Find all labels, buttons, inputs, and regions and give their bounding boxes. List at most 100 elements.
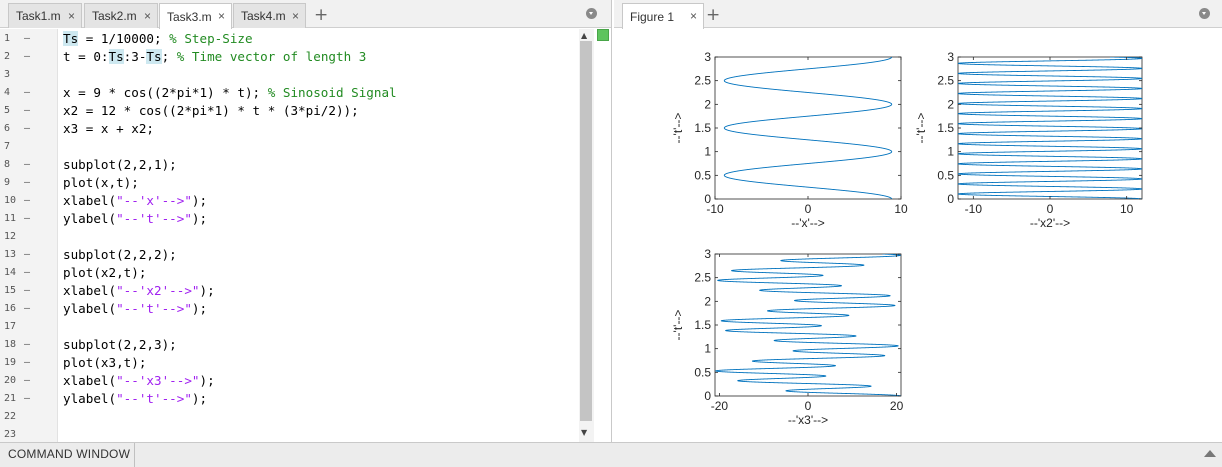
- breakpoint-marker[interactable]: —: [24, 213, 31, 224]
- code-token: plot(x3,t);: [63, 355, 147, 370]
- code-line[interactable]: x = 9 * cos((2*pi*1) * t); % Sinosoid Si…: [63, 84, 397, 102]
- line-number-text: 14: [4, 267, 17, 278]
- code-token: );: [199, 373, 215, 388]
- breakpoint-marker[interactable]: —: [24, 267, 31, 278]
- breakpoint-marker[interactable]: —: [24, 393, 31, 404]
- code-line[interactable]: plot(x3,t);: [63, 354, 146, 372]
- breakpoint-marker[interactable]: —: [24, 339, 31, 350]
- code-line[interactable]: plot(x,t);: [63, 174, 139, 192]
- breakpoint-marker[interactable]: —: [24, 357, 31, 368]
- code-line[interactable]: plot(x2,t);: [63, 264, 146, 282]
- line-number-text: 16: [4, 303, 17, 314]
- code-line[interactable]: t = 0:Ts:3-Ts; % Time vector of length 3: [63, 48, 366, 66]
- code-line[interactable]: ylabel("--'t'-->");: [63, 210, 207, 228]
- scroll-thumb[interactable]: [580, 41, 592, 421]
- scroll-up-icon[interactable]: ▲: [581, 31, 588, 40]
- code-token: ylabel(: [63, 211, 117, 226]
- x-tick-label: 0: [805, 202, 812, 216]
- breakpoint-marker[interactable]: —: [24, 285, 31, 296]
- line-number: 8—: [0, 156, 58, 174]
- y-tick-label: 0: [704, 389, 711, 403]
- code-area[interactable]: Ts = 1/10000; % Step-Size t = 0:Ts:3-Ts; …: [63, 29, 573, 442]
- line-number: 5—: [0, 102, 58, 120]
- y-tick-label: 0: [947, 192, 954, 206]
- code-token: x3 = x + x2;: [63, 121, 154, 136]
- tab-task2[interactable]: Task2.m ×: [84, 3, 158, 28]
- close-icon[interactable]: ×: [143, 9, 151, 23]
- code-string: "--'x2'-->": [116, 283, 200, 298]
- breakpoint-marker[interactable]: —: [24, 375, 31, 386]
- code-line[interactable]: ylabel("--'t'-->");: [63, 390, 207, 408]
- close-icon[interactable]: ×: [689, 9, 697, 23]
- y-tick-label: 1.5: [937, 121, 954, 135]
- code-line[interactable]: x2 = 12 * cos((2*pi*1) * t * (3*pi/2));: [63, 102, 359, 120]
- line-number: 7: [0, 138, 58, 156]
- figure-canvas[interactable]: -10 0 1000.511.522.53--'x'-->--'t'-->-10 0 1…: [614, 0, 1222, 442]
- breakpoint-marker[interactable]: —: [24, 249, 31, 260]
- y-tick-label: 2: [704, 294, 711, 308]
- panel-menu-icon[interactable]: [1199, 8, 1210, 19]
- close-icon[interactable]: ×: [217, 9, 225, 23]
- variable-highlight: Ts: [146, 49, 162, 64]
- code-token: );: [191, 193, 208, 208]
- plot-line: [723, 57, 893, 199]
- tab-task4[interactable]: Task4.m ×: [233, 3, 306, 28]
- code-token: xlabel(: [63, 373, 117, 388]
- line-number: 2—: [0, 48, 58, 66]
- breakpoint-marker[interactable]: —: [24, 51, 31, 62]
- code-string: "--'x'-->": [116, 193, 192, 208]
- y-tick-label: 2.5: [694, 271, 711, 285]
- code-line[interactable]: ylabel("--'t'-->");: [63, 300, 207, 318]
- command-window-bar[interactable]: COMMAND WINDOW: [0, 442, 1222, 467]
- code-token: plot(x2,t);: [63, 265, 147, 280]
- code-line[interactable]: x3 = x + x2;: [63, 120, 154, 138]
- code-line[interactable]: Ts = 1/10000; % Step-Size: [63, 30, 253, 48]
- tab-figure-1[interactable]: Figure 1 ×: [622, 3, 704, 29]
- breakpoint-marker[interactable]: —: [24, 159, 31, 170]
- scroll-down-icon[interactable]: ▼: [581, 428, 588, 437]
- code-analyzer-status-indicator[interactable]: [597, 29, 609, 41]
- breakpoint-marker[interactable]: —: [24, 105, 31, 116]
- y-tick-label: 0: [704, 192, 711, 206]
- breakpoint-marker[interactable]: —: [24, 87, 31, 98]
- code-line[interactable]: subplot(2,2,3);: [63, 336, 177, 354]
- close-icon[interactable]: ×: [291, 9, 299, 23]
- x-tick-label: -10: [965, 202, 983, 216]
- code-token: );: [191, 211, 208, 226]
- close-icon[interactable]: ×: [67, 9, 75, 23]
- tab-label: Task1.m: [16, 9, 61, 23]
- breakpoint-marker[interactable]: —: [24, 123, 31, 134]
- breakpoint-marker[interactable]: —: [24, 177, 31, 188]
- code-token: ylabel(: [63, 301, 117, 316]
- code-line[interactable]: subplot(2,2,2);: [63, 246, 177, 264]
- subplot-2[interactable]: -10 0 10 0 0.5 1 1.5 2 2.5 3 --'x2'--> --'t'-->: [914, 50, 1143, 230]
- subplot-1[interactable]: -10 0 1000.511.522.53--'x'-->--'t'-->: [671, 50, 908, 230]
- y-tick-label: 1: [704, 145, 711, 159]
- breakpoint-marker[interactable]: —: [24, 195, 31, 206]
- code-token: x = 9 * cos((2*pi*1) * t);: [63, 85, 268, 100]
- line-number-text: 19: [4, 357, 17, 368]
- tab-label: Figure 1: [630, 9, 675, 24]
- line-number: 22: [0, 408, 58, 426]
- expand-icon[interactable]: [1204, 450, 1216, 457]
- code-string: "--'x3'-->": [116, 373, 200, 388]
- tab-task1[interactable]: Task1.m ×: [8, 3, 82, 28]
- breakpoint-marker[interactable]: —: [24, 303, 31, 314]
- line-number: 1—: [0, 30, 58, 48]
- tab-task3[interactable]: Task3.m ×: [159, 3, 232, 29]
- panel-menu-icon[interactable]: [586, 8, 597, 19]
- code-line[interactable]: xlabel("--'x'-->");: [63, 192, 207, 210]
- editor-tab-bar: Task1.m × Task2.m × Task3.m × Task4.m × …: [0, 0, 611, 29]
- plot-line: [715, 254, 901, 396]
- y-tick-label: 0.5: [694, 365, 711, 379]
- code-line[interactable]: xlabel("--'x2'-->");: [63, 282, 215, 300]
- breakpoint-marker[interactable]: —: [24, 33, 31, 44]
- figure-tab-bar: Figure 1 × +: [614, 0, 1222, 29]
- y-tick-label: 2.5: [694, 74, 711, 88]
- code-line[interactable]: subplot(2,2,1);: [63, 156, 177, 174]
- code-line[interactable]: xlabel("--'x3'-->");: [63, 372, 215, 390]
- add-tab-icon[interactable]: +: [314, 5, 329, 25]
- line-number-text: 1: [4, 33, 11, 44]
- add-figure-tab-icon[interactable]: +: [706, 5, 721, 25]
